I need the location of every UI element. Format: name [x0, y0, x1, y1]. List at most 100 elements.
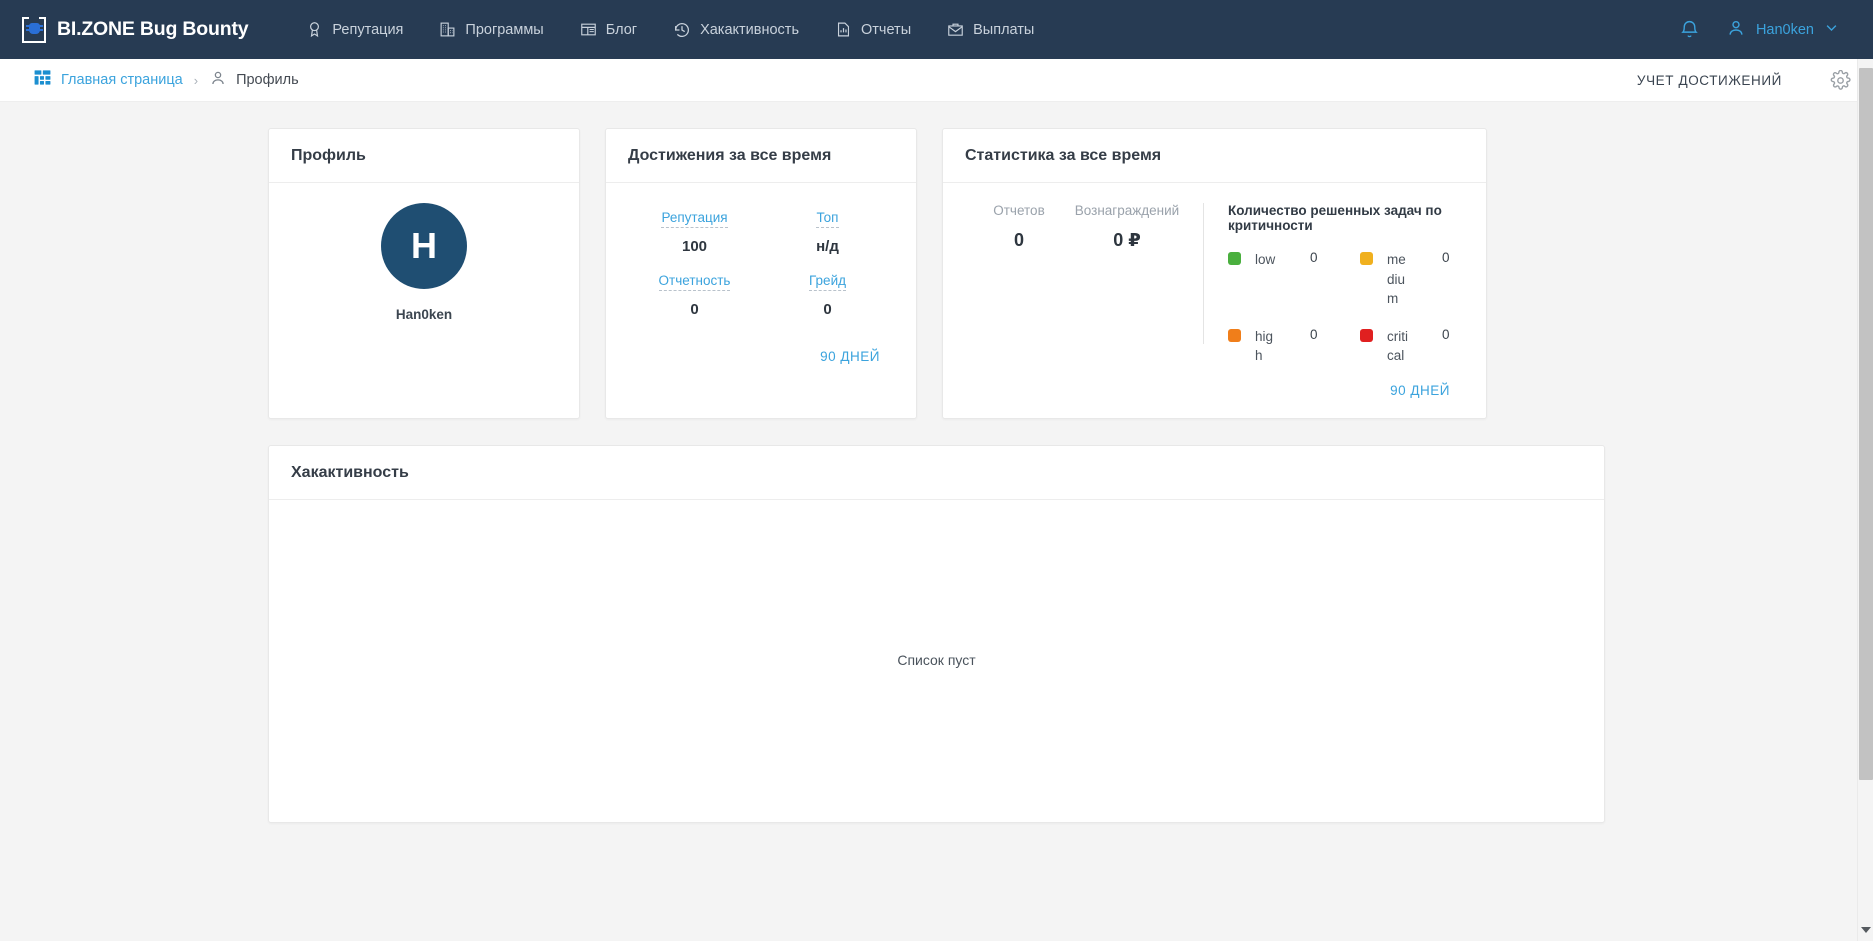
- nav-right-group: Han0ken: [1679, 18, 1851, 42]
- person-icon: [209, 69, 227, 92]
- severity-label-high: high: [1255, 328, 1274, 364]
- nav-item-hackactivity[interactable]: Хакактивность: [655, 0, 817, 59]
- breadcrumb-home-label: Главная страница: [61, 72, 183, 88]
- page-scrollbar[interactable]: [1857, 59, 1873, 941]
- statistics-card-title: Статистика за все время: [965, 147, 1162, 164]
- severity-block: Количество решенных задач по критичности…: [1204, 203, 1464, 366]
- severity-count-critical: 0: [1442, 326, 1450, 342]
- breadcrumb-home[interactable]: Главная страница: [33, 68, 183, 92]
- empty-list-text: Список пуст: [897, 652, 976, 668]
- bar-chart-document-icon: [835, 21, 852, 38]
- profile-username: Han0ken: [395, 307, 453, 322]
- metric-value: н/д: [816, 238, 839, 255]
- nav-item-reputation[interactable]: Репутация: [288, 0, 421, 59]
- metric-label[interactable]: Топ: [816, 210, 839, 228]
- hackactivity-card-body: Список пуст: [269, 500, 1604, 822]
- achievements-card: Достижения за все время Репутация 100 То…: [605, 128, 917, 419]
- chevron-down-icon: [1824, 20, 1839, 39]
- top-navigation-bar: BI.ZONE Bug Bounty Репутация Программы: [0, 0, 1873, 59]
- metric-reporting: Отчетность 0: [628, 272, 761, 318]
- metric-grade: Грейд 0: [761, 272, 894, 318]
- avatar-block: H Han0ken: [291, 203, 557, 322]
- stats-divider: [1203, 203, 1204, 344]
- hackactivity-card-header: Хакактивность: [269, 446, 1604, 500]
- statistics-card: Статистика за все время Отчетов 0 Вознаг…: [942, 128, 1487, 419]
- metric-label[interactable]: Репутация: [661, 210, 728, 228]
- metric-top: Топ н/д: [761, 209, 894, 255]
- severity-label-low: low: [1255, 252, 1276, 267]
- person-icon: [1726, 18, 1746, 42]
- severity-swatch-medium: [1360, 252, 1373, 265]
- hackactivity-row: Хакактивность Список пуст: [0, 419, 1873, 823]
- hackactivity-card-title: Хакактивность: [291, 464, 409, 481]
- severity-count-low: 0: [1310, 250, 1318, 265]
- statistics-card-body: Отчетов 0 Вознаграждений 0 ₽ Количество …: [943, 183, 1486, 418]
- metric-reputation: Репутация 100: [628, 209, 761, 255]
- stat-value: 0 ₽: [1113, 230, 1141, 250]
- nav-label: Блог: [605, 21, 638, 38]
- severity-title: Количество решенных задач по критичности: [1228, 203, 1442, 233]
- severity-swatch-critical: [1360, 328, 1373, 342]
- statistics-90-days-link[interactable]: 90 ДНЕЙ: [1390, 383, 1450, 398]
- gear-icon[interactable]: [1830, 69, 1851, 91]
- nav-label: Выплаты: [973, 21, 1035, 38]
- nav-item-payouts[interactable]: Выплаты: [929, 0, 1052, 59]
- nav-label: Репутация: [332, 21, 404, 38]
- nav-item-blog[interactable]: Блог: [562, 0, 655, 59]
- stat-value: 0: [1013, 230, 1024, 250]
- nav-items: Репутация Программы Блог: [288, 0, 1052, 59]
- severity-swatch-low: [1228, 252, 1241, 265]
- metric-value: 0: [823, 301, 832, 318]
- scroll-down-arrow-icon[interactable]: [1858, 923, 1873, 937]
- brand-logo[interactable]: BI.ZONE Bug Bounty: [22, 16, 249, 43]
- achievements-days-link-wrap: 90 ДНЕЙ: [820, 348, 880, 366]
- statistics-card-header: Статистика за все время: [943, 129, 1486, 183]
- statistics-days-link-wrap: 90 ДНЕЙ: [1390, 382, 1450, 400]
- nav-item-programs[interactable]: Программы: [421, 0, 561, 59]
- briefcase-icon: [947, 21, 964, 38]
- dashboard-grid-icon: [33, 68, 52, 92]
- building-icon: [439, 21, 456, 38]
- achievements-card-header: Достижения за все время: [606, 129, 916, 183]
- profile-card-title: Профиль: [291, 147, 366, 164]
- severity-label-medium: medium: [1387, 252, 1406, 307]
- nav-label: Хакактивность: [700, 21, 799, 38]
- profile-card: Профиль H Han0ken: [268, 128, 580, 419]
- profile-card-header: Профиль: [269, 129, 579, 183]
- bug-in-frame-icon: [22, 16, 46, 43]
- user-menu[interactable]: Han0ken: [1726, 18, 1839, 42]
- history-clock-icon: [673, 21, 691, 39]
- user-name: Han0ken: [1755, 21, 1814, 38]
- statistics-flex: Отчетов 0 Вознаграждений 0 ₽ Количество …: [965, 203, 1464, 366]
- metric-label[interactable]: Отчетность: [658, 273, 731, 291]
- severity-label-critical: critical: [1387, 328, 1408, 364]
- statistics-totals: Отчетов 0 Вознаграждений 0 ₽: [965, 203, 1203, 366]
- achievements-log-button[interactable]: УЧЕТ ДОСТИЖЕНИЙ: [1636, 72, 1782, 88]
- breadcrumb-current-label: Профиль: [236, 72, 299, 88]
- profile-card-body: H Han0ken: [269, 183, 579, 418]
- stat-label: Вознаграждений: [1074, 203, 1180, 218]
- nav-item-reports[interactable]: Отчеты: [817, 0, 929, 59]
- medal-icon: [306, 21, 323, 38]
- severity-grid: low 0 medium 0 high 0 critical 0: [1228, 250, 1464, 366]
- stat-label: Отчетов: [993, 203, 1045, 218]
- severity-swatch-high: [1228, 328, 1241, 342]
- article-layout-icon: [580, 21, 597, 38]
- metric-value: 100: [681, 238, 708, 255]
- achievements-90-days-link[interactable]: 90 ДНЕЙ: [820, 349, 880, 364]
- page-content: Профиль H Han0ken Достижения за все врем…: [0, 102, 1873, 941]
- severity-count-medium: 0: [1442, 250, 1450, 265]
- brand-name: BI.ZONE Bug Bounty: [57, 18, 249, 40]
- stat-rewards: Вознаграждений 0 ₽: [1073, 203, 1181, 366]
- breadcrumb-profile: Профиль: [209, 69, 299, 92]
- breadcrumb-actions: УЧЕТ ДОСТИЖЕНИЙ: [1636, 69, 1851, 91]
- bell-icon[interactable]: [1679, 19, 1700, 40]
- nav-label: Программы: [465, 21, 544, 38]
- achievements-metric-grid: Репутация 100 Топ н/д Отчетность 0 Грейд…: [628, 209, 894, 318]
- scrollbar-thumb[interactable]: [1859, 68, 1873, 780]
- metric-label[interactable]: Грейд: [809, 273, 846, 291]
- hackactivity-card: Хакактивность Список пуст: [268, 445, 1605, 823]
- cards-row: Профиль H Han0ken Достижения за все врем…: [0, 128, 1873, 419]
- avatar[interactable]: H: [381, 203, 467, 289]
- metric-value: 0: [690, 301, 699, 318]
